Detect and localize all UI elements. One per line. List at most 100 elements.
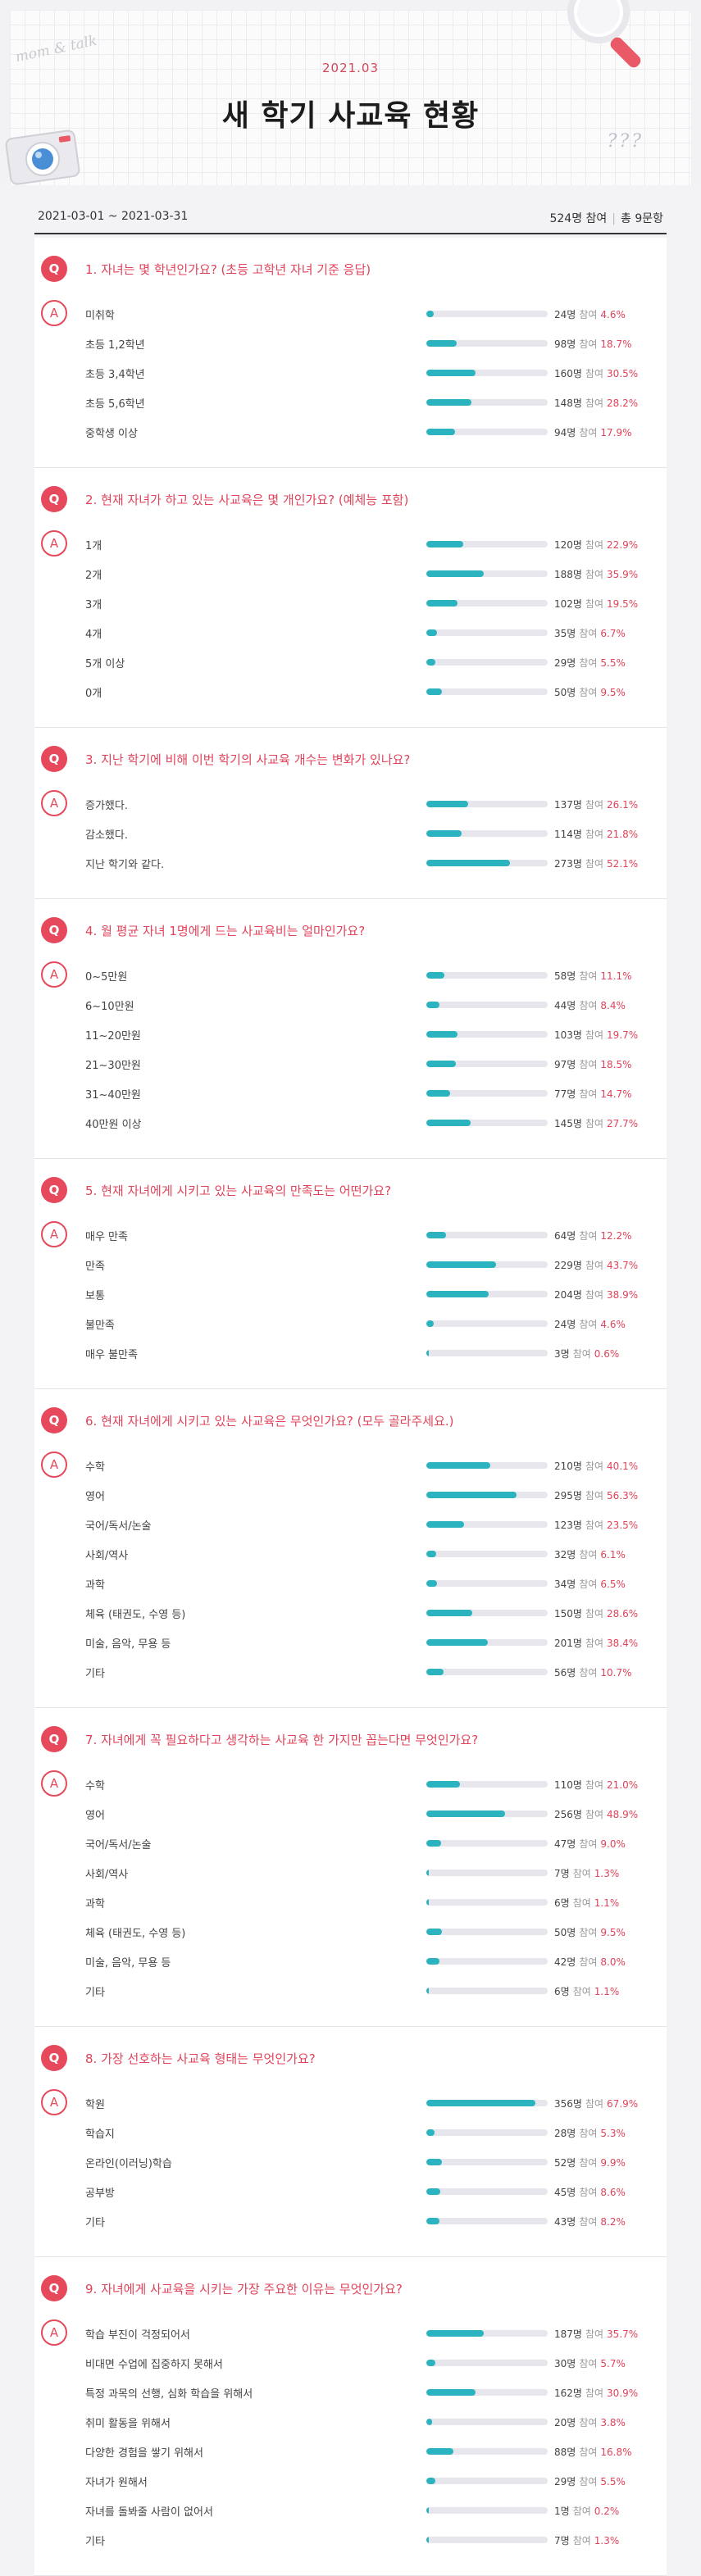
answer-unit: 참여 (585, 1118, 604, 1129)
bar-track (426, 2330, 548, 2337)
bar-track (426, 1061, 548, 1067)
answer-label: 체육 (태권도, 수영 등) (85, 1609, 186, 1621)
answer-count: 28명 (554, 2128, 576, 2139)
answer-percent: 22.9% (607, 539, 639, 551)
bar-fill (426, 1580, 437, 1587)
answer-count: 42명 (554, 1956, 576, 1968)
bar-track (426, 370, 548, 376)
question-badge: Q (41, 746, 67, 772)
answer-stats: 20명 참여 3.8% (554, 2415, 626, 2429)
bar-track (426, 541, 548, 547)
bar-track (426, 972, 548, 979)
answer-option: 수학 110명 참여 21.0% (34, 1769, 667, 1798)
answer-label: 감소했다. (85, 829, 128, 842)
answer-stats: 6명 참여 1.1% (554, 1984, 619, 1998)
bar-track (426, 2507, 548, 2514)
bar-track (426, 1031, 548, 1038)
bar-fill (426, 1899, 429, 1906)
answer-unit: 참여 (585, 539, 604, 551)
bar-track (426, 1870, 548, 1876)
bar-fill (426, 1320, 434, 1327)
bar-fill (426, 1492, 517, 1498)
question-section: Q 7. 자녀에게 꼭 필요하다고 생각하는 사교육 한 가지만 꼽는다면 무엇인… (34, 1708, 667, 2027)
answer-percent: 5.5% (600, 2476, 626, 2487)
answer-stats: 188명 참여 35.9% (554, 567, 638, 581)
answer-option: 수학 210명 참여 40.1% (34, 1450, 667, 1479)
answer-count: 56명 (554, 1667, 576, 1679)
answer-percent: 8.0% (600, 1956, 626, 1968)
bar-fill (426, 429, 455, 435)
answer-option: 증가했다. 137명 참여 26.1% (34, 788, 667, 818)
answer-percent: 35.9% (607, 569, 639, 580)
answer-stats: 58명 참여 11.1% (554, 969, 632, 983)
answer-unit: 참여 (585, 368, 604, 379)
answer-count: 162명 (554, 2387, 582, 2399)
bar-fill (426, 2478, 435, 2484)
answer-count: 64명 (554, 1230, 576, 1242)
bar-track (426, 1899, 548, 1906)
answer-unit: 참여 (579, 1549, 598, 1561)
answer-stats: 201명 참여 38.4% (554, 1636, 638, 1650)
bar-track (426, 1781, 548, 1788)
bar-track (426, 1492, 548, 1498)
bar-fill (426, 1120, 471, 1126)
question-header: Q 2. 현재 자녀가 하고 있는 사교육은 몇 개인가요? (예체능 포함) (34, 486, 667, 514)
answer-percent: 6.1% (600, 1549, 626, 1561)
answer-option: 초등 5,6학년 148명 참여 28.2% (34, 387, 667, 416)
answer-percent: 12.2% (600, 1230, 632, 1242)
question-header: Q 6. 현재 자녀에게 시키고 있는 사교육은 무엇인가요? (모두 골라주세요… (34, 1407, 667, 1435)
question-section: Q 8. 가장 선호하는 사교육 형태는 무엇인가요? A 학원 356명 참여 67.9%… (34, 2027, 667, 2257)
answer-option: 비대면 수업에 집중하지 못해서 30명 참여 5.7% (34, 2347, 667, 2377)
bar-track (426, 1840, 548, 1847)
answer-percent: 30.5% (607, 368, 639, 379)
answer-count: 88명 (554, 2447, 576, 2458)
question-section: Q 4. 월 평균 자녀 1명에게 드는 사교육비는 얼마인가요? A 0~5만원 58… (34, 899, 667, 1159)
answer-count: 58명 (554, 970, 576, 982)
question-header: Q 8. 가장 선호하는 사교육 형태는 무엇인가요? (34, 2045, 667, 2073)
bar-fill (426, 1958, 439, 1965)
answer-unit: 참여 (579, 1956, 598, 1968)
question-badge: Q (41, 1726, 67, 1752)
answer-percent: 28.6% (607, 1608, 639, 1620)
question-section: Q 3. 지난 학기에 비해 이번 학기의 사교육 개수는 변화가 있나요? A 증가… (34, 728, 667, 899)
answer-count: 295명 (554, 1490, 582, 1502)
answer-stats: 123명 참여 23.5% (554, 1518, 638, 1532)
answer-list: A 매우 만족 64명 참여 12.2% 만족 229명 참여 43.7% 보통 204명 참여 38.… (34, 1220, 667, 1367)
question-title: 9. 자녀에게 사교육을 시키는 가장 주요한 이유는 무엇인가요? (85, 2282, 403, 2297)
answer-percent: 9.9% (600, 2157, 626, 2169)
answer-percent: 8.6% (600, 2187, 626, 2198)
bar-track (426, 1521, 548, 1528)
answer-unit: 참여 (579, 309, 598, 320)
answer-stats: 94명 참여 17.9% (554, 425, 632, 439)
answer-count: 273명 (554, 858, 582, 870)
bar-track (426, 629, 548, 636)
answer-unit: 참여 (579, 2358, 598, 2369)
question-title: 6. 현재 자녀에게 시키고 있는 사교육은 무엇인가요? (모두 골라주세요.… (85, 1414, 454, 1429)
bar-fill (426, 2159, 442, 2165)
answer-stats: 77명 참여 14.7% (554, 1087, 632, 1101)
answer-badge: A (41, 961, 67, 988)
answer-stats: 160명 참여 30.5% (554, 366, 638, 380)
answer-percent: 8.2% (600, 2216, 626, 2228)
answer-stats: 50명 참여 9.5% (554, 1925, 626, 1939)
answer-stats: 45명 참여 8.6% (554, 2185, 626, 2199)
answer-label: 만족 (85, 1261, 105, 1273)
bar-fill (426, 1669, 444, 1675)
bar-track (426, 311, 548, 317)
answer-unit: 참여 (585, 1520, 604, 1531)
answer-count: 32명 (554, 1549, 576, 1561)
answer-label: 사회/역사 (85, 1869, 129, 1881)
bar-track (426, 1232, 548, 1238)
answer-label: 21~30만원 (85, 1060, 141, 1072)
answer-label: 비대면 수업에 집중하지 못해서 (85, 2359, 223, 2371)
answer-option: 다양한 경험을 쌓기 위해서 88명 참여 16.8% (34, 2436, 667, 2465)
answer-option: 매우 불만족 3명 참여 0.6% (34, 1338, 667, 1367)
bar-track (426, 399, 548, 406)
answer-count: 45명 (554, 2187, 576, 2198)
answer-percent: 18.7% (600, 338, 632, 350)
answer-label: 사회/역사 (85, 1550, 129, 1562)
answer-option: 학습 부진이 걱정되어서 187명 참여 35.7% (34, 2318, 667, 2347)
question-badge: Q (41, 486, 67, 512)
answer-option: 사회/역사 7명 참여 1.3% (34, 1857, 667, 1887)
answer-unit: 참여 (579, 2417, 598, 2428)
